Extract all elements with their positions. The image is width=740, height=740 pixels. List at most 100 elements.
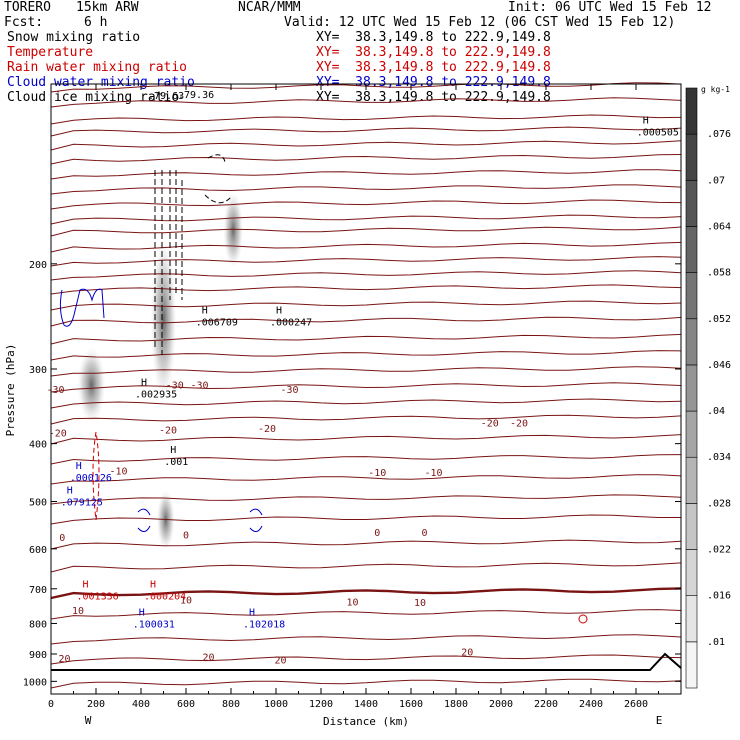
maximum-value: .100031: [133, 619, 175, 630]
isotherm-label: 0: [183, 531, 189, 542]
isotherm-line: [50, 366, 682, 377]
y-tick-label: 800: [29, 619, 47, 630]
colorbar-unit: g kg-1: [701, 85, 730, 94]
isotherm-line: [50, 454, 682, 465]
x-tick-label: 2000: [489, 699, 513, 710]
y-tick-label: 200: [29, 260, 47, 271]
isotherm-line: [50, 214, 682, 225]
colorbar-label: .058: [707, 268, 731, 279]
field-cloudwater-name: Cloud water mixing ratio: [7, 75, 195, 90]
x-tick-label: 400: [132, 699, 150, 710]
colorbar-segment: [685, 226, 698, 273]
maximum-marker: H: [139, 607, 145, 618]
y-tick-label: 700: [29, 585, 47, 596]
x-tick-label: 200: [87, 699, 105, 710]
model-resolution: 15km ARW: [76, 0, 139, 15]
maximum-value: .000204: [144, 591, 186, 602]
model-name: TORERO: [4, 0, 51, 15]
isotherm-line: [50, 114, 682, 125]
isotherm-line: [50, 97, 682, 108]
isotherm-line: [50, 562, 682, 573]
maximum-marker: H: [76, 461, 82, 472]
west-label: W: [85, 714, 92, 727]
isotherm-label: -30: [280, 385, 298, 396]
cloud-ice-contour: [204, 154, 233, 204]
isotherm-line: [50, 169, 682, 180]
field-rain-name: Rain water mixing ratio: [7, 60, 188, 75]
maximum-marker: H: [249, 607, 255, 618]
forecast-hour: 6 h: [84, 15, 108, 30]
isotherm-line: [50, 414, 682, 425]
east-label: E: [656, 714, 663, 727]
plot-axes: 0 200 400 600 800 1000 1200 1400 1600 1800 2000 220…: [4, 83, 682, 728]
isotherm-label: -30: [46, 385, 64, 396]
y-tick-label: 300: [29, 365, 47, 376]
isotherm-label: 20: [202, 652, 214, 663]
colorbar-label: .01: [707, 637, 725, 648]
x-tick-label: 800: [222, 699, 240, 710]
isotherm-label: 0: [374, 528, 380, 539]
x-axis-label: Distance (km): [323, 715, 409, 728]
colorbar-segment: [685, 641, 698, 689]
isotherm-line: [50, 494, 682, 505]
cloud-water-contour: [137, 508, 151, 532]
colorbar-label: .07: [707, 175, 725, 186]
forecast-label: Fcst:: [4, 15, 44, 30]
isotherm-line: [50, 382, 682, 393]
isotherm-line: [50, 434, 682, 445]
maximum-marker: H: [150, 579, 156, 590]
isotherm-line: [50, 270, 682, 281]
isotherm-line: [50, 398, 682, 409]
rain-contour: [578, 614, 588, 624]
isotherm-label: -20: [481, 418, 499, 429]
valid-time: Valid: 12 UTC Wed 15 Feb 12 (06 CST Wed …: [284, 15, 676, 30]
colorbar: .01 .016 .022 .028 .034 .04 .046 .052 .058 .064 .0…: [685, 85, 731, 689]
colorbar-label: .04: [707, 406, 725, 417]
isotherm-label: -20: [159, 425, 177, 436]
isotherm-line: [50, 474, 682, 485]
colorbar-label: .052: [707, 314, 731, 325]
maximum-value: .000247: [270, 318, 312, 329]
colorbar-label: .076: [707, 129, 731, 140]
field-rain-xy: XY= 38.3,149.8 to 222.9,149.8: [316, 60, 551, 75]
rain-contour: [92, 431, 100, 521]
maximum-value: .001: [164, 457, 188, 468]
cloud-ice-contour: [154, 170, 183, 355]
field-snow-xy: XY= 38.3,149.8 to 222.9,149.8: [316, 30, 551, 45]
field-temperature-xy: XY= 38.3,149.8 to 222.9,149.8: [316, 45, 551, 60]
colorbar-segment: [685, 272, 698, 320]
colorbar-label: .034: [707, 452, 731, 463]
maximum-value: .006709: [196, 318, 238, 329]
maximum-value: .000126: [70, 473, 112, 484]
isotherm-label: -10: [368, 468, 386, 479]
isotherm-label: 20: [274, 655, 286, 666]
maximum-value: .102018: [243, 619, 285, 630]
maximum-marker: H: [202, 306, 208, 317]
y-axis-label: Pressure (hPa): [4, 344, 17, 437]
isotherm-line: [50, 241, 682, 253]
isotherm-line: [50, 316, 682, 327]
cloud-water-contour: [249, 508, 263, 532]
isotherm-line: [50, 678, 682, 689]
isotherm-label: 10: [180, 595, 192, 606]
x-tick-label: 2600: [624, 699, 648, 710]
x-tick-label: 1200: [309, 699, 333, 710]
y-tick-label: 500: [29, 498, 47, 509]
init-time: Init: 06 UTC Wed 15 Feb 12: [508, 0, 712, 15]
snow-shading-blob: [150, 240, 177, 400]
cloud-water-contour: [59, 288, 105, 327]
isotherm-label: 10: [72, 606, 84, 617]
isotherm-line: [50, 350, 682, 361]
isotherm-line: [50, 587, 682, 600]
colorbar-segment: [685, 503, 698, 550]
x-tick-label: 1800: [444, 699, 468, 710]
maximum-value: .000505: [637, 127, 679, 138]
colorbar-label: .046: [707, 360, 731, 371]
isotherm-line: [50, 539, 682, 550]
colorbar-segment: [685, 318, 698, 366]
isotherm-label: 20: [461, 648, 473, 659]
isotherm-line: [50, 634, 682, 645]
maximum-marker: H: [67, 486, 73, 497]
isotherm-label: -30: [190, 381, 208, 392]
colorbar-label: .064: [707, 221, 731, 232]
